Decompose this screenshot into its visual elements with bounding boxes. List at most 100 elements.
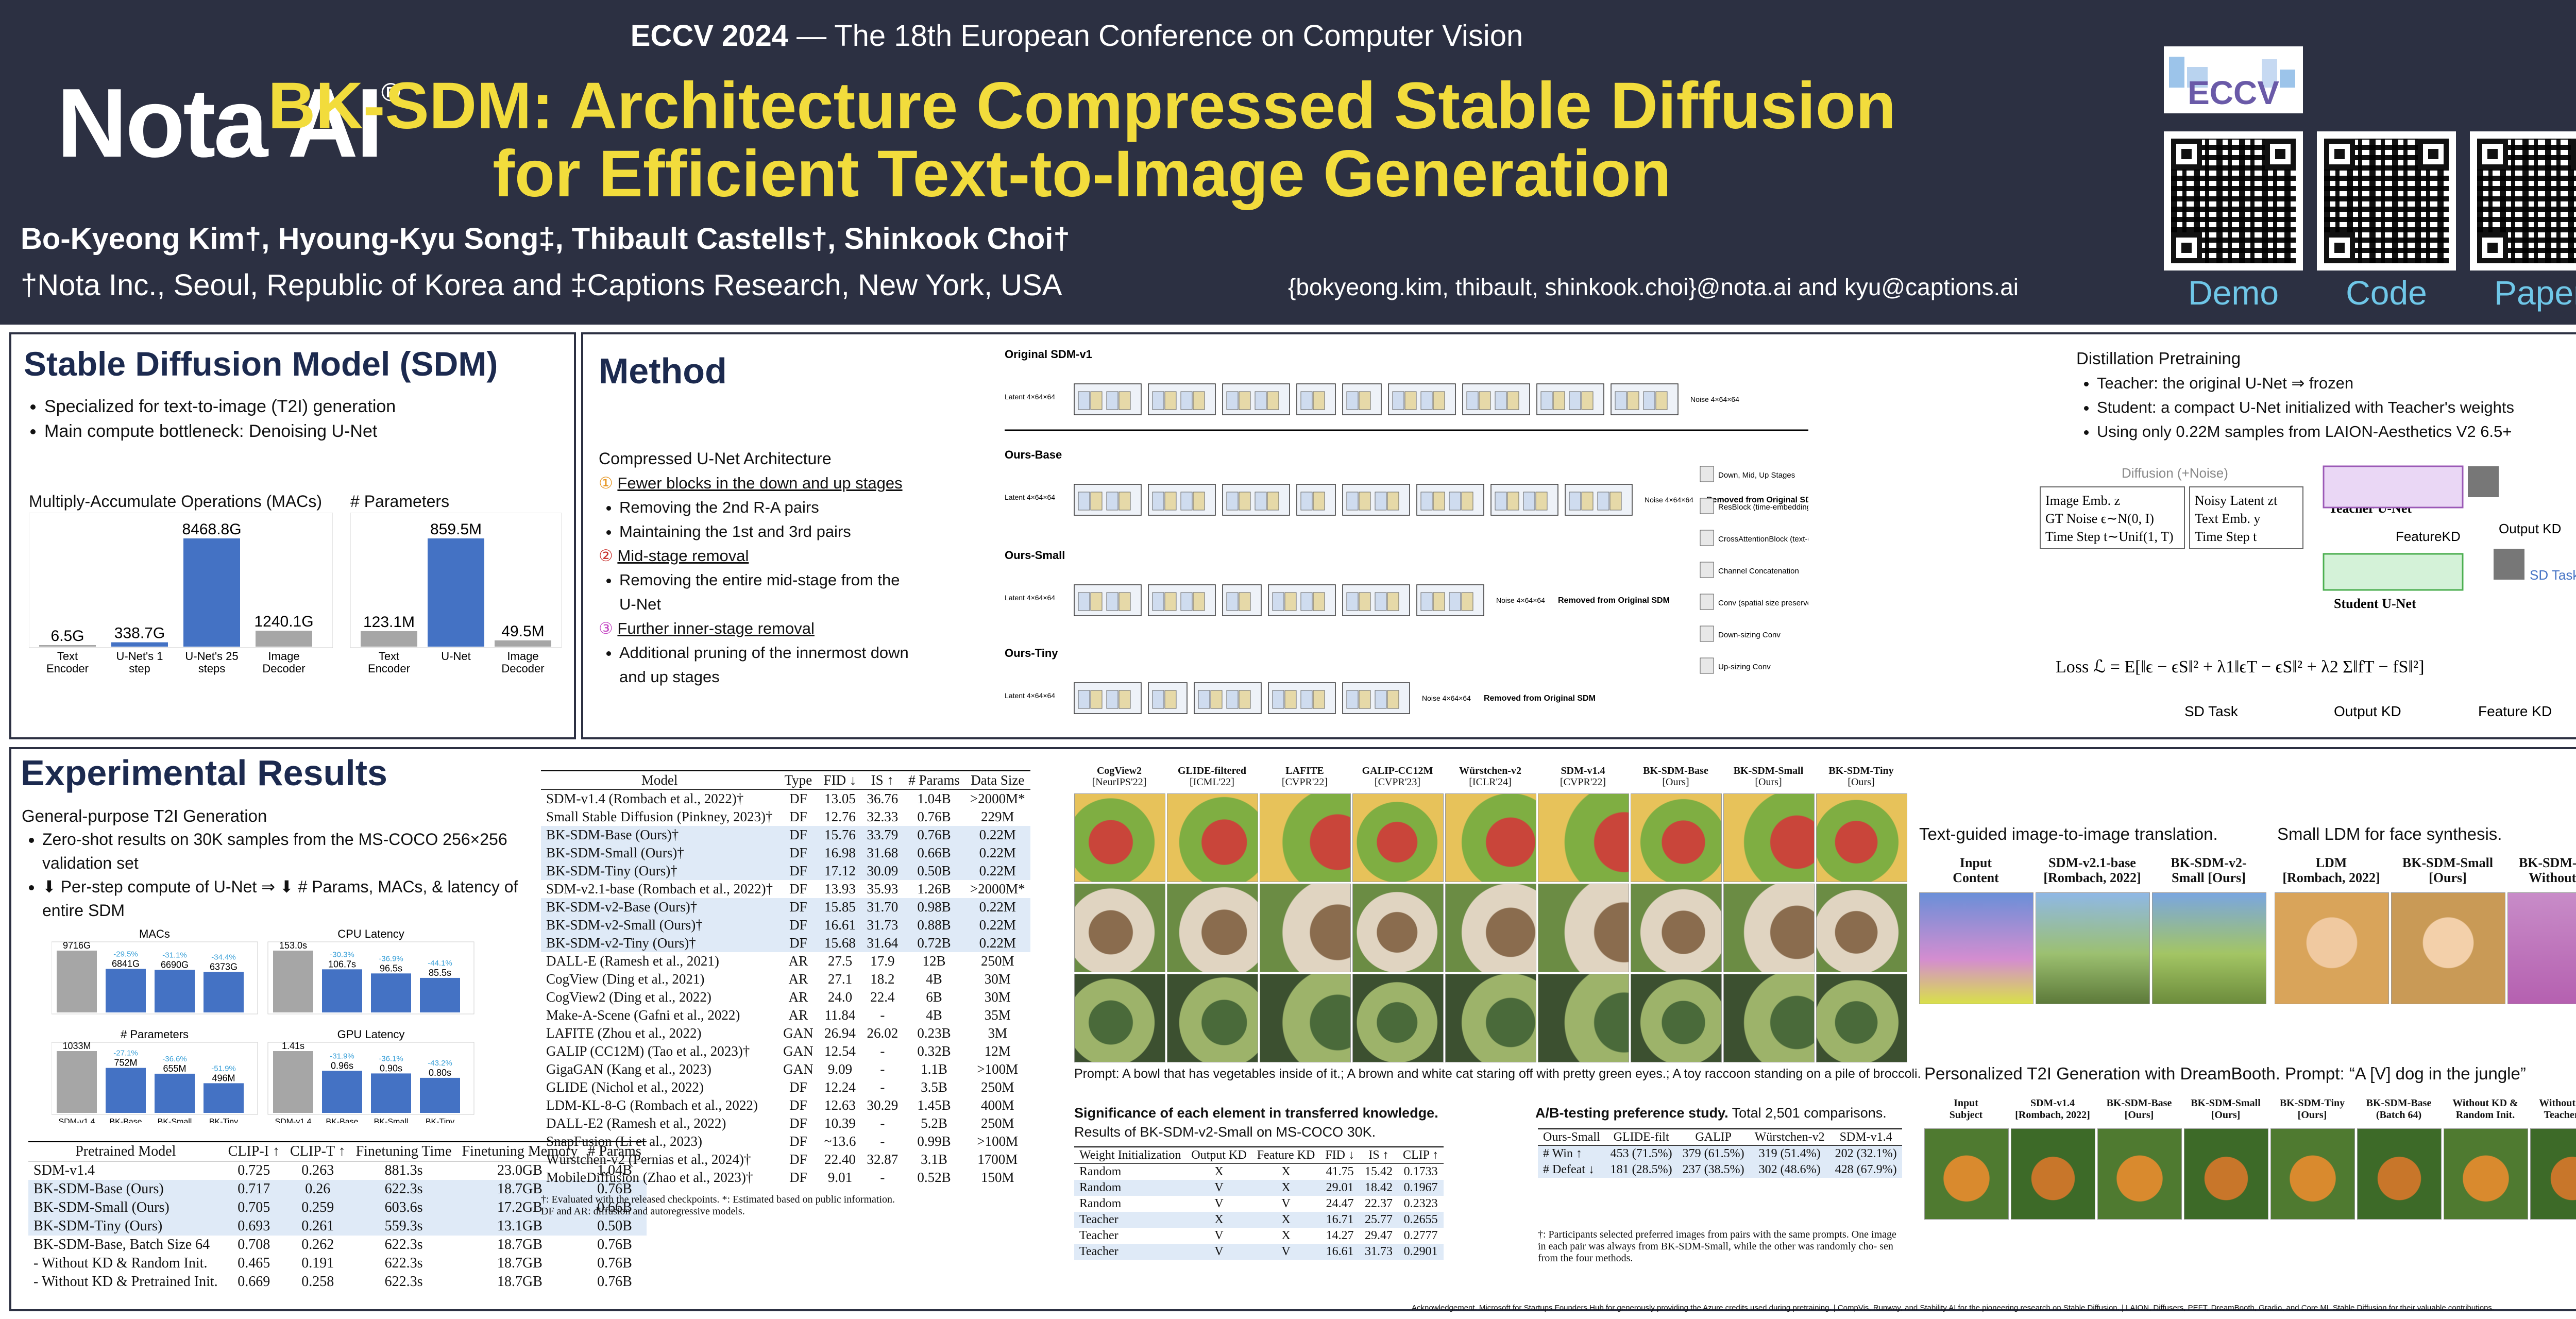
table-cell: >100M: [977, 1134, 1019, 1149]
method-title: Method: [599, 351, 727, 391]
table-cell: X: [1281, 1165, 1291, 1178]
noise-label: Noise 4×64×64: [1496, 596, 1545, 604]
resblock: [1300, 492, 1313, 511]
table-cell: 24.47: [1326, 1197, 1354, 1210]
generated-image: [1816, 974, 1907, 1062]
mini-bar-value: 752M: [114, 1058, 137, 1068]
ab-sub: Total 2,501 comparisons.: [1728, 1105, 1887, 1121]
mini-bar: [155, 970, 195, 1012]
legend-swatch: [1700, 594, 1714, 610]
table-cell: 0.1967: [1403, 1181, 1438, 1194]
mini-bar-delta: -51.9%: [211, 1064, 236, 1073]
distill-bullet: Using only 0.22M samples from LAION-Aest…: [2097, 419, 2514, 444]
mini-chart-frame: [52, 941, 258, 1014]
resblock: [1375, 592, 1387, 611]
generated-image: [1538, 884, 1629, 972]
table-cell: MobileDiffusion (Zhao et al., 2023)†: [546, 1170, 753, 1185]
table-row: Small Stable Diffusion (Pinkney, 2023)† D…: [541, 808, 1030, 826]
table-cell: 0.2777: [1403, 1229, 1438, 1242]
result-image: [2097, 1128, 2182, 1220]
table-cell: BK-SDM-v2-Small (Ours)†: [546, 917, 703, 933]
mini-bar-delta: -31.9%: [330, 1052, 354, 1060]
table-cell: 622.3s: [384, 1237, 423, 1253]
mini-xlabel: BK-Tiny: [209, 1118, 238, 1123]
table-cell: 24.0: [827, 989, 853, 1005]
table-cell: 30M: [984, 989, 1011, 1005]
table-header: Weight Initialization: [1079, 1148, 1181, 1162]
table-cell: >2000M*: [970, 881, 1025, 897]
mini-bar-value: 496M: [212, 1073, 235, 1083]
result-image: [2011, 1128, 2095, 1220]
loss-equation: Loss ℒ = E[‖ϵ − ϵS‖² + λ1‖ϵT − ϵS‖² + λ2…: [2056, 657, 2425, 677]
generated-image: [1816, 884, 1907, 972]
loss-part: Feature KD: [2478, 703, 2552, 719]
generated-image: [1723, 884, 1815, 972]
resblock: [1420, 391, 1433, 410]
attnblock: [1164, 592, 1177, 611]
table-cell: 15.68: [824, 935, 856, 951]
qr-demo[interactable]: [2164, 131, 2303, 270]
attnblock: [1627, 391, 1639, 410]
demo-link[interactable]: Demo: [2188, 274, 2279, 312]
arch-row-label: Ours-Base: [1005, 448, 1062, 461]
input-label: Image Emb. z: [2045, 493, 2120, 508]
mini-bar: [57, 951, 97, 1012]
table-row: CogView (Ding et al., 2021) AR 27.1 18.2 4B 3…: [541, 970, 1030, 988]
table-header: Würstchen-v2: [1754, 1130, 1825, 1144]
resblock: [1420, 592, 1433, 611]
step-2-sub: Removing the entire mid-stage from the U…: [619, 568, 918, 616]
table-cell: 0.88B: [917, 917, 951, 933]
table-cell: 0.22M: [979, 827, 1016, 842]
table-header: GLIDE-filt: [1613, 1130, 1669, 1144]
attnblock: [1433, 391, 1445, 410]
table-cell: 0.66B: [597, 1199, 632, 1215]
table-cell: 31.73: [867, 917, 899, 933]
table-cell: DF: [789, 917, 807, 933]
table-cell: GAN: [783, 1043, 814, 1059]
table-cell: 622.3s: [384, 1181, 423, 1197]
table-cell: DALL-E (Ramesh et al., 2021): [546, 953, 719, 969]
table-cell: 603.6s: [384, 1199, 423, 1215]
table-header: CLIP-T ↑: [290, 1143, 346, 1159]
code-link[interactable]: Code: [2346, 274, 2427, 312]
gallery-col-header: CogView2 [NeurIPS'22]: [1092, 765, 1147, 788]
table-header: Model: [641, 772, 678, 788]
nota-ai-logo: Nota AI®: [57, 69, 400, 178]
macs-label: U-Net's 1: [116, 650, 163, 663]
table-cell: 14.27: [1326, 1229, 1354, 1242]
mini-bar: [420, 1077, 460, 1113]
table-row: - Without KD & Random Init. 0.465 0.191 622…: [28, 1254, 647, 1273]
student-label: Student U-Net: [2334, 596, 2416, 611]
result-image: [2184, 1128, 2268, 1220]
table-cell: 0.2323: [1403, 1197, 1438, 1210]
mini-xlabel: SDM-v1.4: [58, 1118, 95, 1123]
table-row: Teacher V V 16.61 31.73 0.2901: [1074, 1244, 1444, 1260]
paper-link[interactable]: Paper: [2494, 274, 2576, 312]
grid-col-header: SDM-v1.4 [Rombach, 2022]: [2015, 1097, 2090, 1121]
mini-chart-title: GPU Latency: [337, 1028, 405, 1041]
table-cell: >2000M*: [970, 791, 1025, 806]
table-cell: 0.669: [238, 1274, 270, 1290]
table-cell: 12.24: [824, 1079, 856, 1095]
attnblock: [1507, 492, 1519, 511]
generated-image: [1445, 974, 1536, 1062]
qr-paper[interactable]: [2470, 131, 2576, 270]
table-cell: 31.73: [1365, 1245, 1393, 1258]
resblock: [1346, 492, 1359, 511]
result-image: [2530, 1128, 2576, 1220]
input-label: Time Step t: [2195, 529, 2257, 544]
macs-bar: [39, 645, 96, 647]
table-cell: 1.04B: [597, 1162, 632, 1178]
table-cell: 379 (61.5%): [1682, 1147, 1744, 1160]
result-image: [1924, 1128, 2009, 1220]
qr-code[interactable]: [2317, 131, 2456, 270]
results-bullet: ⬇ Per-step compute of U-Net ⇒ ⬇ # Params…: [42, 875, 537, 922]
mini-bar-delta: -31.1%: [162, 951, 187, 959]
table-cell: LAFITE (Zhou et al., 2022): [546, 1025, 702, 1041]
table-cell: 17.2GB: [497, 1199, 543, 1215]
table-cell: 0.22M: [979, 899, 1016, 915]
table-cell: GAN: [783, 1061, 814, 1077]
table-row: # Win ↑ 453 (71.5%) 379 (61.5%) 319 (51.4%)…: [1538, 1145, 1902, 1162]
fid-footnote: DF and AR: diffusion and autoregressive …: [541, 1206, 745, 1217]
